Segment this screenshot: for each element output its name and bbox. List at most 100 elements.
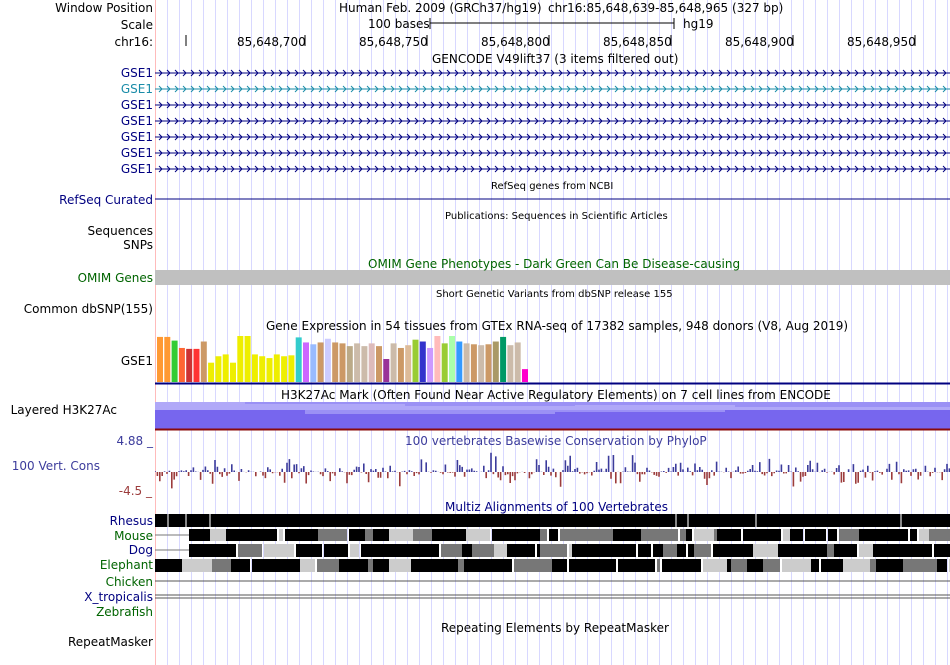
elephant-alignment-block xyxy=(492,559,512,572)
gencode-item-label[interactable]: GSE1 xyxy=(120,114,153,128)
elephant-alignment-block xyxy=(389,559,411,572)
gencode-item-label[interactable]: GSE1 xyxy=(120,82,153,96)
gtex-tissue-bar xyxy=(427,347,434,382)
grid-line xyxy=(335,0,336,665)
gtex-label[interactable]: GSE1 xyxy=(120,354,153,368)
elephant-alignment-block xyxy=(747,559,763,572)
dog-alignment-block xyxy=(350,544,359,557)
publications-title: Publications: Sequences in Scientific Ar… xyxy=(445,211,668,222)
gtex-tissue-bar xyxy=(397,347,404,382)
mouse-alignment-block xyxy=(929,529,950,541)
mouse-alignment-block xyxy=(210,529,226,541)
publications-label[interactable]: Sequences xyxy=(87,224,153,238)
gencode-strand-arrows xyxy=(158,69,947,77)
gtex-tissue-bar xyxy=(339,343,346,382)
grid-line xyxy=(371,0,372,665)
grid-line xyxy=(587,0,588,665)
grid-line xyxy=(599,0,600,665)
multiz-species-label[interactable]: Dog xyxy=(128,543,153,557)
gencode-item-label[interactable]: GSE1 xyxy=(120,130,153,144)
gencode-item-label[interactable]: GSE1 xyxy=(120,66,153,80)
grid-line xyxy=(611,0,612,665)
h3k27ac-layer-mid xyxy=(155,408,950,429)
mouse-alignment-block xyxy=(560,529,590,541)
conservation-max-label: 4.88 _ xyxy=(116,434,153,448)
grid-line xyxy=(551,0,552,665)
gtex-tissue-bar xyxy=(449,336,455,382)
elephant-alignment-block xyxy=(903,559,920,572)
gencode-strand-arrows xyxy=(158,149,947,157)
snps-label[interactable]: SNPs xyxy=(123,238,153,252)
gtex-tissue-bar xyxy=(208,362,215,382)
gtex-tissue-bar xyxy=(157,336,163,382)
grid-line xyxy=(887,0,888,665)
grid-line xyxy=(455,0,456,665)
gtex-tissue-bar xyxy=(419,341,426,382)
mouse-alignment-block xyxy=(492,529,517,541)
mouse-alignment-block xyxy=(389,529,413,541)
elephant-alignment-block xyxy=(373,559,380,572)
multiz-species-label[interactable]: Chicken xyxy=(105,575,153,589)
elephant-alignment-block xyxy=(300,559,315,572)
gtex-tissue-bar xyxy=(273,354,280,382)
gtex-tissue-bar xyxy=(478,345,485,382)
grid-line xyxy=(923,0,924,665)
grid-line xyxy=(263,0,264,665)
multiz-species-label[interactable]: Elephant xyxy=(99,558,153,572)
elephant-alignment-block xyxy=(763,559,780,572)
mouse-alignment-block xyxy=(291,529,312,541)
multiz-species-label[interactable]: Rhesus xyxy=(109,514,153,528)
gencode-item-label[interactable]: GSE1 xyxy=(120,98,153,112)
dog-alignment-block xyxy=(738,544,753,557)
gencode-item-label[interactable]: GSE1 xyxy=(120,162,153,176)
dog-alignment-block xyxy=(472,544,494,557)
grid-line xyxy=(755,0,756,665)
dog-alignment-block xyxy=(778,544,791,557)
omim-label[interactable]: OMIM Genes xyxy=(77,271,153,285)
multiz-species-label[interactable]: Zebrafish xyxy=(96,605,153,619)
mouse-alignment-block xyxy=(839,529,859,541)
dog-alignment-block xyxy=(807,544,827,557)
gtex-tissue-bar xyxy=(383,359,390,382)
dbsnp-label[interactable]: Common dbSNP(155) xyxy=(23,302,153,316)
track-canvas[interactable] xyxy=(155,0,950,665)
conservation-min-label: -4.5 _ xyxy=(118,484,152,498)
mouse-alignment-block xyxy=(189,529,210,541)
rhesus-gap xyxy=(755,514,757,527)
mouse-alignment-block xyxy=(828,529,837,541)
grid-line xyxy=(443,0,444,665)
refseq-label[interactable]: RefSeq Curated xyxy=(59,193,153,207)
dog-alignment-block xyxy=(462,544,472,557)
conservation-label[interactable]: 100 Vert. Cons xyxy=(11,459,100,473)
dog-alignment-block xyxy=(663,544,677,557)
rhesus-gap xyxy=(687,514,689,527)
gtex-tissue-bar xyxy=(354,343,361,382)
mouse-alignment-block xyxy=(743,529,753,541)
gencode-item-label[interactable]: GSE1 xyxy=(120,146,153,160)
multiz-species-label[interactable]: Mouse xyxy=(114,529,153,543)
mouse-alignment-block xyxy=(790,529,803,541)
mouse-alignment-block xyxy=(900,529,908,541)
grid-line xyxy=(503,0,504,665)
gtex-tissue-bar xyxy=(222,354,229,382)
mouse-alignment-block xyxy=(694,529,714,541)
grid-line xyxy=(839,0,840,665)
dog-alignment-block xyxy=(529,544,535,557)
gencode-strand-arrows xyxy=(158,165,947,173)
gtex-tissue-bar xyxy=(178,347,185,382)
dog-alignment-block xyxy=(296,544,322,557)
dog-alignment-block xyxy=(873,544,897,557)
h3k27ac-label[interactable]: Layered H3K27Ac xyxy=(10,403,117,417)
dog-alignment-block xyxy=(851,544,857,557)
dog-alignment-block xyxy=(211,544,236,557)
mouse-alignment-block xyxy=(318,529,347,541)
multiz-species-label[interactable]: X_tropicalis xyxy=(84,590,153,604)
repeatmasker-label[interactable]: RepeatMasker xyxy=(67,635,153,649)
grid-line xyxy=(299,0,300,665)
gtex-tissue-bar xyxy=(332,342,339,382)
elephant-alignment-block xyxy=(618,559,634,572)
grid-line xyxy=(767,0,768,665)
grid-line xyxy=(359,0,360,665)
elephant-alignment-block xyxy=(536,559,552,572)
elephant-alignment-block xyxy=(843,559,870,572)
